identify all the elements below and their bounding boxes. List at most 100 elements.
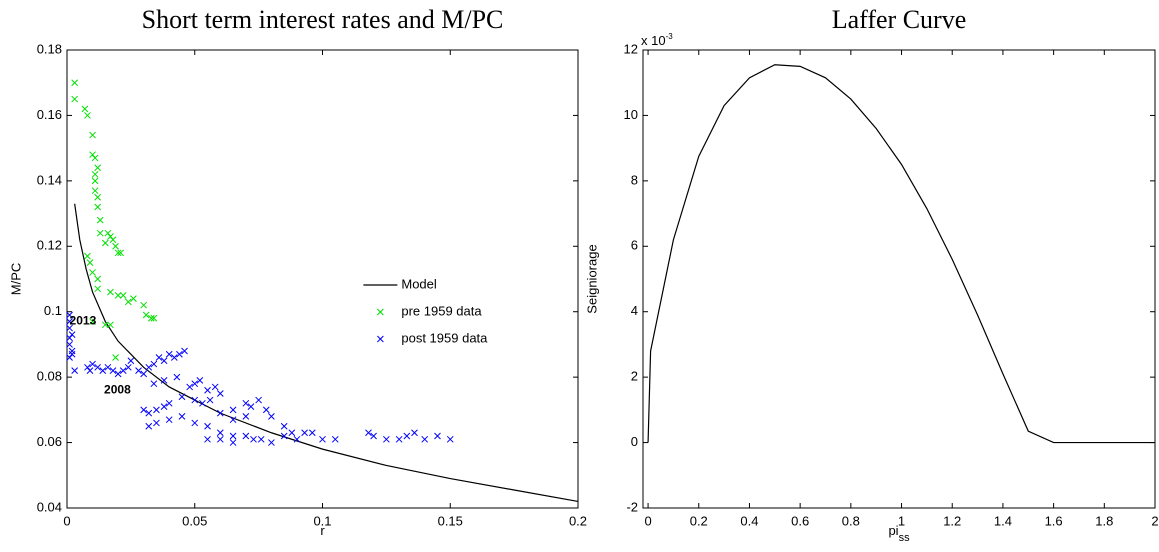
marker [91,170,99,178]
marker [216,409,224,417]
x-tick-label: 0.8 [842,513,860,528]
y-multiplier-exponent: -3 [666,32,674,41]
marker [395,435,403,443]
marker [124,363,132,371]
marker [91,177,99,185]
marker [84,252,91,260]
marker [160,357,168,365]
marker [68,347,76,355]
marker [229,416,237,424]
marker [160,403,168,410]
marker [104,229,112,237]
marker [84,363,91,371]
marker [165,416,173,424]
marker [135,367,142,374]
marker [216,429,224,437]
y-tick-label: 8 [631,172,638,187]
x-tick-label: 0.2 [690,513,708,528]
y-tick-label: 0.1 [44,303,62,318]
marker [81,105,89,113]
legend-label: Model [401,276,437,291]
x-axis-label-subscript: ss [899,532,911,544]
marker [370,432,377,440]
x-tick-label: 1.8 [1095,513,1113,528]
marker [178,393,186,401]
marker [89,151,96,159]
y-tick-label: 0.16 [37,107,62,122]
marker [86,367,94,374]
x-tick-label: 0.05 [182,513,207,528]
y-axis-label: M/PC [8,263,23,296]
marker [331,435,339,443]
legend-marker [377,308,384,316]
y-tick-label: 6 [631,238,638,253]
marker [301,429,308,437]
marker [130,295,137,302]
y-tick-label: 0.12 [37,238,62,253]
marker [165,350,173,358]
marker [112,354,119,361]
marker [66,334,73,342]
marker [242,399,250,407]
marker [127,357,135,365]
marker [145,422,153,430]
marker [91,187,99,195]
y-tick-label: 12 [624,41,638,56]
marker [89,360,96,368]
marker [89,269,96,276]
y-tick-label: 2 [631,369,638,384]
marker [255,396,262,404]
marker [191,419,199,427]
marker [204,422,211,430]
axes-box [642,49,1156,509]
x-tick-label: 0.15 [438,513,463,528]
x-tick-label: 0 [63,513,70,528]
marker [181,347,188,355]
marker [114,370,122,378]
y-tick-label: 0.06 [37,434,62,449]
marker [206,396,214,404]
marker [280,432,288,440]
legend-label: pre 1959 data [401,303,482,318]
marker [268,413,275,420]
x-tick-label: 1.2 [943,513,961,528]
marker [109,367,117,374]
marker [204,435,211,443]
marker [153,419,160,427]
marker [319,435,326,443]
marker [91,154,99,162]
marker [280,422,288,430]
x-axis-label-text: pi [888,523,898,538]
y-tick-label: 0 [631,434,638,449]
marker [119,367,127,374]
marker [114,292,122,299]
marker [109,236,117,244]
marker [94,203,102,211]
y-multiplier-base: x 10 [641,33,666,48]
marker [247,403,255,410]
marker [84,112,91,119]
marker [117,249,125,257]
y-tick-label: 0.08 [37,369,62,384]
marker [119,292,127,299]
marker [293,435,301,443]
marker [250,435,257,443]
marker [216,435,224,443]
x-axis-label: piss [888,523,910,543]
marker [112,242,119,250]
y-tick-label: 4 [631,303,638,318]
marker [66,324,73,332]
x-axis-label-text: r [320,523,325,538]
marker [155,354,163,361]
marker [94,275,102,283]
x-tick-label: 1.4 [994,513,1012,528]
marker [145,409,153,417]
marker [140,406,148,414]
marker [145,363,153,371]
marker [107,288,114,296]
marker [96,216,104,224]
marker [178,413,186,420]
marker [196,377,204,384]
marker [66,341,73,348]
